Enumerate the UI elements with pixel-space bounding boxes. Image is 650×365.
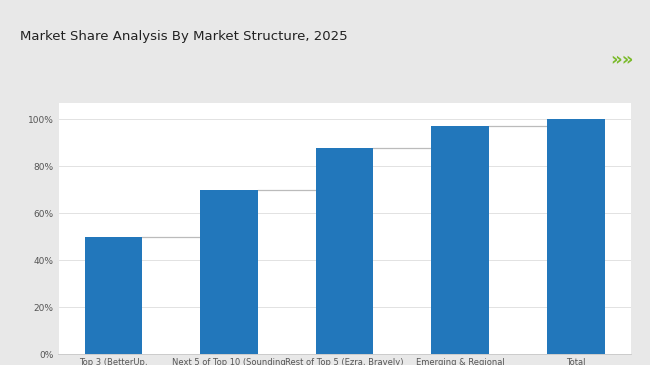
Text: Market Share Analysis By Market Structure, 2025: Market Share Analysis By Market Structur…: [20, 30, 347, 43]
Bar: [84, 237, 142, 354]
Bar: [431, 126, 489, 354]
Bar: [200, 190, 258, 354]
Text: »»: »»: [610, 51, 634, 69]
Bar: [547, 119, 604, 354]
Bar: [316, 147, 373, 354]
